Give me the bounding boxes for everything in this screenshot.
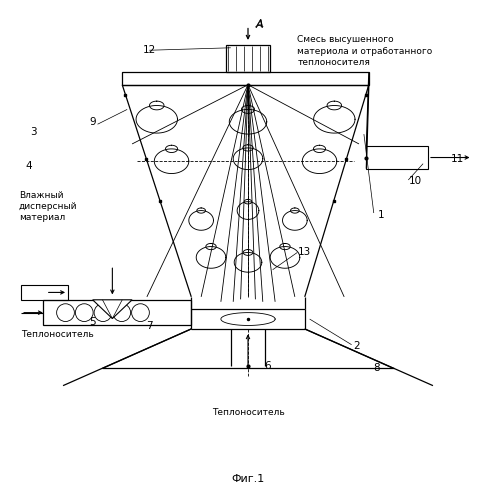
- Bar: [367, 146, 428, 169]
- Text: A: A: [255, 20, 263, 30]
- Polygon shape: [93, 300, 132, 318]
- Circle shape: [94, 304, 112, 322]
- Text: Влажный
дисперсный
материал: Влажный дисперсный материал: [19, 191, 77, 222]
- Text: 3: 3: [30, 126, 37, 136]
- Text: 5: 5: [89, 316, 96, 326]
- Circle shape: [75, 304, 93, 322]
- Text: 13: 13: [298, 248, 311, 258]
- Text: 7: 7: [146, 322, 153, 332]
- Bar: [21, 285, 68, 300]
- Text: 12: 12: [143, 45, 156, 55]
- Bar: [122, 72, 369, 85]
- Circle shape: [57, 304, 74, 322]
- Text: 2: 2: [353, 341, 360, 351]
- Text: 11: 11: [451, 154, 464, 164]
- Text: 4: 4: [25, 161, 32, 171]
- Text: 6: 6: [264, 361, 271, 371]
- Text: 8: 8: [373, 364, 379, 374]
- Bar: [43, 300, 191, 326]
- Circle shape: [113, 304, 130, 322]
- Text: A: A: [255, 19, 263, 29]
- Text: Теплоноситель: Теплоноситель: [21, 330, 94, 340]
- Text: 1: 1: [378, 210, 384, 220]
- Text: 9: 9: [89, 117, 96, 127]
- Text: Смесь высушенного
материола и отработанного
теплоносителя: Смесь высушенного материола и отработанн…: [297, 36, 433, 66]
- Bar: [226, 46, 270, 72]
- Circle shape: [131, 304, 149, 322]
- Text: 10: 10: [409, 176, 422, 186]
- Text: Фиг.1: Фиг.1: [231, 474, 265, 484]
- Text: Теплоноситель: Теплоноситель: [212, 408, 284, 417]
